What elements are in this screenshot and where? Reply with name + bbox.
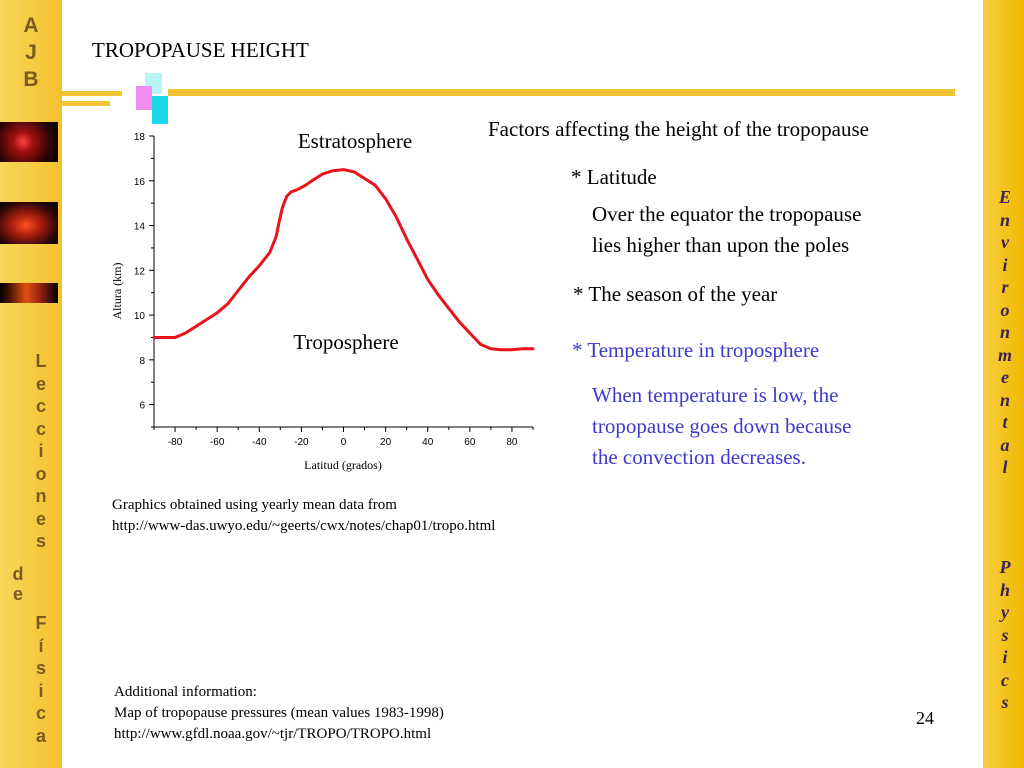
latitude-description-line-1: Over the equator the tropopause [592,202,862,226]
decorative-line-long [168,89,955,96]
lecciones-vertical-text: L e c c i o n e s [26,350,56,553]
fisica-vertical-text: F í s i c a [26,612,56,747]
letter: d [12,564,24,584]
source-text: Graphics obtained using yearly mean data… [112,497,397,513]
letter: o [35,463,47,484]
temperature-description-line-2: tropopause goes down because [592,414,852,438]
x-tick-label: -40 [252,437,267,448]
thumbnail-image-2 [0,202,58,244]
y-tick-label: 6 [139,401,145,412]
additional-info-link[interactable]: http://www.gfdl.noaa.gov/~tjr/TROPO/TROP… [114,726,432,742]
x-tick-label: 0 [341,437,347,448]
environmental-vertical-text: E n v i r o n m e n t a l [988,186,1022,479]
physics-vertical-text: P h y s i c s [988,556,1022,714]
y-tick-label: 12 [134,266,146,277]
letter: E [998,187,1011,207]
letter: e [12,584,23,604]
decorative-line-short-2 [62,101,110,106]
letter: n [999,209,1010,230]
tropopause-height-chart: 6 8 10 12 14 16 18 -80 -60 -40 -20 0 20 40 60 80 Estrat… [110,129,535,472]
letter: s [1001,624,1009,645]
decorative-square-pink [136,86,152,110]
letter: e [35,508,46,529]
x-tick-label: -20 [294,437,309,448]
letter: c [35,703,46,723]
x-tick-label: -80 [168,437,183,448]
x-axis-label: Latitud (grados) [304,458,382,472]
ajb-logo: A J B [8,12,54,93]
logo-letter: A [23,14,39,37]
letter: n [999,322,1010,342]
letter: s [35,531,46,551]
y-tick-label: 10 [134,311,146,322]
additional-info-description: Map of tropopause pressures (mean values… [114,705,444,721]
series-line [152,168,535,352]
source-link[interactable]: http://www-das.uwyo.edu/~geerts/cwx/note… [112,518,496,534]
letter: í [38,635,44,656]
chart-series [152,168,535,352]
letter: c [1001,669,1009,690]
page-number: 24 [916,708,934,728]
letter: P [999,557,1011,577]
logo-letter: J [25,41,37,64]
letter: i [38,441,44,461]
y-tick-label: 8 [139,356,145,367]
chart-ticks: 6 8 10 12 14 16 18 -80 -60 -40 -20 0 20 40 60 80 [134,132,534,448]
temperature-description-line-3: the convection decreases. [592,445,806,469]
x-tick-label: 60 [464,437,476,448]
letter: l [1002,457,1008,477]
thumbnail-image-1 [0,122,58,162]
additional-info-heading: Additional information: [114,684,257,700]
y-tick-label: 14 [134,222,146,233]
x-tick-label: 80 [506,437,518,448]
letter: t [1002,412,1008,432]
letter: a [1000,434,1010,455]
letter: v [1001,232,1009,252]
letter: y [1001,602,1009,622]
letter: e [1001,367,1009,387]
slide-title: TROPOPAUSE HEIGHT [92,38,309,62]
y-tick-label: 18 [134,132,146,143]
right-sidebar [983,0,1024,768]
factors-heading: Factors affecting the height of the trop… [488,117,869,141]
latitude-description-line-2: lies higher than upon the poles [592,233,850,257]
y-axis-label: Altura (km) [110,263,124,320]
letter: m [997,344,1012,365]
letter: h [999,579,1010,600]
de-vertical-text: d e [6,564,30,604]
letter: a [35,725,46,746]
letter: e [35,373,46,394]
x-tick-label: -60 [210,437,225,448]
decorative-line-short [62,91,122,96]
season-bullet: * The season of the year [573,282,778,306]
latitude-bullet: * Latitude [571,165,657,189]
letter: i [38,680,44,701]
annotation-troposphere: Troposphere [293,330,398,354]
letter: L [35,351,47,371]
chart-axes [153,136,533,428]
x-tick-label: 40 [422,437,434,448]
letter: s [1001,692,1009,712]
letter: o [1000,299,1010,320]
letter: n [35,486,47,506]
letter: c [35,396,46,416]
temperature-bullet: * Temperature in troposphere [572,338,820,362]
decorative-square-cyan [152,96,168,124]
thumbnail-image-3 [0,283,58,303]
letter: c [35,418,46,439]
letter: i [1002,254,1008,275]
y-tick-label: 16 [134,177,146,188]
logo-letter: B [23,68,39,91]
letter: F [35,613,47,633]
x-tick-label: 20 [380,437,392,448]
letter: r [1001,277,1009,297]
annotation-estratosphere: Estratosphere [298,129,412,153]
letter: i [1002,647,1008,667]
letter: n [999,389,1010,410]
letter: s [35,658,46,678]
temperature-description-line-1: When temperature is low, the [592,383,839,407]
